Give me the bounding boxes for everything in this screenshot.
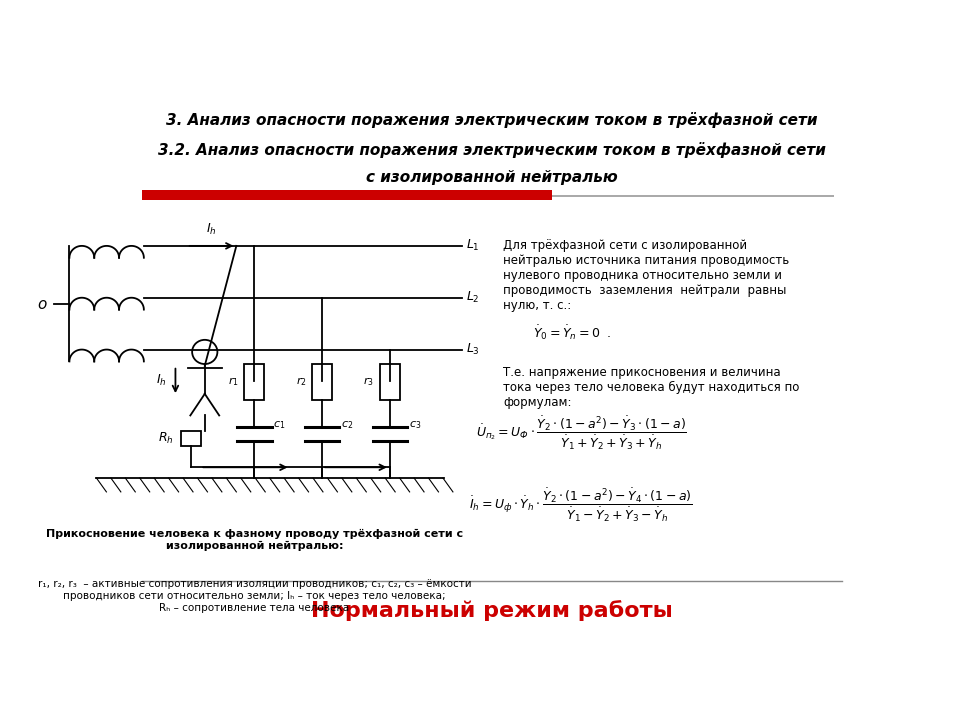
Text: Т.е. напряжение прикосновения и величина
тока через тело человека будут находить: Т.е. напряжение прикосновения и величина… <box>503 366 800 410</box>
Text: $I_h$: $I_h$ <box>156 374 166 388</box>
Text: $R_h$: $R_h$ <box>158 431 174 446</box>
Text: $r_1$: $r_1$ <box>228 376 239 388</box>
Text: $\dot{Y}_0 = \dot{Y}_n = 0$  .: $\dot{Y}_0 = \dot{Y}_n = 0$ . <box>533 324 612 343</box>
Text: o: o <box>37 297 47 312</box>
Text: $L_1$: $L_1$ <box>467 238 480 253</box>
Text: $\dot{I}_{h} = U_{ф} \cdot \dot{Y}_{h} \cdot \dfrac{\dot{Y}_2 \cdot (1-a^2) - \d: $\dot{I}_{h} = U_{ф} \cdot \dot{Y}_{h} \… <box>469 487 693 523</box>
Text: $I_h$: $I_h$ <box>206 222 217 237</box>
Text: 3.2. Анализ опасности поражения электрическим током в трёхфазной сети: 3.2. Анализ опасности поражения электрич… <box>158 142 826 158</box>
Text: $r_2$: $r_2$ <box>296 376 306 388</box>
Text: Прикосновение человека к фазному проводу трёхфазной сети с
изолированной нейтрал: Прикосновение человека к фазному проводу… <box>46 529 463 551</box>
Text: Нормальный режим работы: Нормальный режим работы <box>311 600 673 621</box>
Text: $c_1$: $c_1$ <box>274 420 286 431</box>
Bar <box>551 195 834 197</box>
Text: $c_3$: $c_3$ <box>409 420 421 431</box>
Text: $L_3$: $L_3$ <box>467 342 480 357</box>
Text: $L_2$: $L_2$ <box>467 290 480 305</box>
Bar <box>245 364 264 400</box>
Text: $c_2$: $c_2$ <box>341 420 353 431</box>
Text: $r_3$: $r_3$ <box>363 376 374 388</box>
Bar <box>312 364 332 400</box>
Text: 3. Анализ опасности поражения электрическим током в трёхфазной сети: 3. Анализ опасности поражения электричес… <box>166 112 818 127</box>
Text: с изолированной нейтралью: с изолированной нейтралью <box>366 171 618 185</box>
Text: r₁, r₂, r₃  – активные сопротивления изоляции проводников; c₁, c₂, c₃ – ёмкости
: r₁, r₂, r₃ – активные сопротивления изол… <box>37 580 471 613</box>
Text: Для трёхфазной сети с изолированной
нейтралью источника питания проводимость
нул: Для трёхфазной сети с изолированной нейт… <box>503 239 789 312</box>
Text: $\dot{U}_{п_2} = U_{Ф} \cdot \dfrac{\dot{Y}_2 \cdot (1-a^2) - \dot{Y}_3 \cdot (1: $\dot{U}_{п_2} = U_{Ф} \cdot \dfrac{\dot… <box>476 414 686 451</box>
Bar <box>181 431 202 446</box>
Bar <box>380 364 399 400</box>
Bar <box>142 190 551 200</box>
